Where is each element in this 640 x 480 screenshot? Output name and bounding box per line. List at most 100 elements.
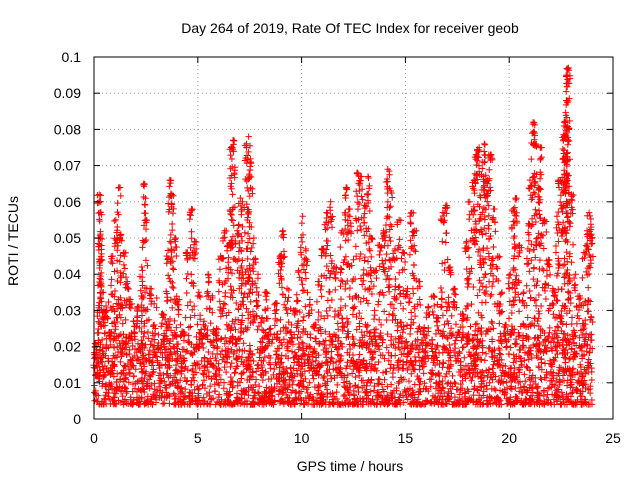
roti-peak-point [115,184,123,191]
roti-point [248,244,255,252]
roti-point [315,339,323,347]
roti-point [94,329,101,337]
roti-point [262,368,269,375]
roti-point [545,333,552,340]
roti-point [396,283,403,290]
roti-point [278,352,285,359]
roti-point [155,383,163,390]
roti-point [293,367,301,374]
roti-point [434,301,441,308]
roti-point [275,387,283,394]
roti-point [227,373,234,381]
roti-point [239,312,246,319]
roti-point [364,258,372,265]
roti-point [98,269,105,277]
roti-point [243,305,250,312]
roti-point [274,330,281,338]
roti-point [481,141,489,148]
roti-point [255,390,263,397]
roti-point [488,291,495,298]
roti-peak-point [254,271,262,278]
roti-point [121,383,129,391]
roti-point [302,269,309,276]
roti-point [414,372,421,380]
roti-point [465,215,473,223]
roti-point [515,308,523,315]
roti-point [174,340,182,348]
roti-point [177,388,184,396]
roti-point [555,339,563,346]
roti-point [488,318,495,325]
roti-point [213,376,220,383]
roti-point [553,387,560,394]
roti-point [157,375,165,382]
roti-point [357,226,365,234]
roti-point [542,295,550,303]
roti-point [306,330,314,338]
roti-point [201,325,208,333]
roti-point [501,373,509,380]
roti-point [253,288,261,296]
roti-peak-point [520,289,527,296]
roti-point [508,386,516,393]
roti-point [410,261,418,269]
roti-point [334,381,341,389]
roti-point [403,393,410,401]
roti-point [135,356,142,363]
roti-point [496,320,503,327]
roti-point [389,310,396,318]
roti-point [188,228,195,235]
roti-point [188,381,195,389]
roti-point [309,349,317,356]
roti-point [115,397,122,404]
roti-point [385,357,393,364]
roti-point [327,372,335,379]
roti-point [375,298,382,305]
roti-point [436,360,443,368]
roti-point [349,304,357,311]
roti-point [481,357,489,364]
roti-point [169,226,176,234]
roti-point [122,385,130,392]
roti-point [205,278,212,285]
chart-title: Day 264 of 2019, Rate Of TEC Index for r… [181,20,519,36]
roti-point [556,198,564,206]
roti-point [151,380,158,387]
roti-point [428,345,435,352]
roti-point [398,255,405,262]
roti-point [564,213,572,220]
roti-point [123,389,130,397]
roti-point [427,383,434,390]
roti-point [120,261,128,269]
roti-point [565,137,573,145]
roti-point [367,388,374,395]
roti-peak-point [400,249,407,256]
roti-point [348,370,356,377]
roti-point [399,358,407,365]
roti-point [383,344,390,351]
roti-point [155,331,162,338]
roti-point [588,331,595,338]
roti-point [265,375,272,383]
roti-point [435,369,443,377]
roti-point [238,354,246,361]
roti-point [385,256,393,263]
roti-point [550,356,557,363]
roti-point [215,288,223,295]
roti-point [251,388,259,396]
roti-point [487,187,494,194]
roti-point [474,387,482,394]
roti-point [285,294,292,301]
roti-point [167,239,175,247]
roti-point [166,275,173,282]
roti-point [186,394,193,402]
roti-point [435,370,442,378]
roti-point [411,381,419,388]
roti-point [392,344,399,352]
roti-point [152,399,160,406]
roti-point [551,401,558,408]
roti-point [404,366,411,374]
roti-point [533,383,540,391]
roti-point [411,312,419,320]
roti-point [376,316,383,324]
